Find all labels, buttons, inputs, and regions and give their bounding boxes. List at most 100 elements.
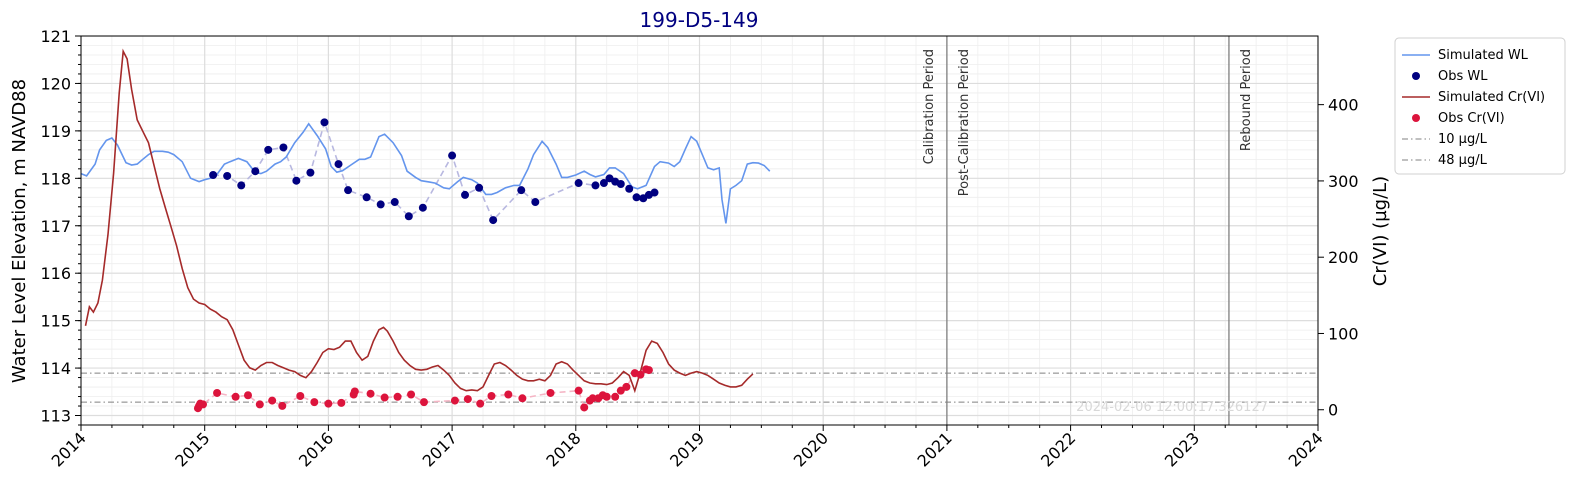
period-label: Calibration Period (922, 49, 937, 164)
obs-crvi-point (616, 386, 625, 395)
legend-label-obs-crvi: Obs Cr(VI) (1438, 111, 1505, 126)
obs-crvi-point (243, 391, 252, 400)
y-left-tick-label: 118 (40, 169, 71, 188)
obs-wl-point (251, 167, 260, 176)
obs-wl-point (404, 212, 413, 221)
y-right-tick-label: 400 (1328, 96, 1359, 115)
obs-wl-point (264, 145, 273, 154)
legend: Simulated WL Obs WL Simulated Cr(VI) Obs… (1394, 37, 1566, 175)
simulated-wl-line (81, 122, 771, 224)
obs-crvi-point (278, 401, 287, 410)
obs-wl-point (376, 200, 385, 209)
x-tick-label: 2024 (1285, 428, 1327, 470)
obs-crvi-point (310, 398, 319, 407)
obs-crvi-point (574, 386, 583, 395)
obs-crvi-point (636, 370, 645, 379)
obs-wl-point (517, 186, 526, 195)
legend-label-obs-wl: Obs WL (1438, 69, 1488, 84)
obs-wl-point (489, 216, 498, 225)
obs-wl-point (574, 179, 583, 188)
y-left-tick-label: 113 (40, 407, 71, 426)
obs-crvi-point (518, 394, 527, 403)
y-right-tick-label: 300 (1328, 172, 1359, 191)
obs-wl-point (320, 118, 329, 127)
timestamp-label: 2024-02-06 12:00:17.326127 (1076, 400, 1268, 415)
x-tick-label: 2020 (790, 428, 832, 470)
obs-crvi-point (337, 398, 346, 407)
obs-crvi-point (324, 399, 333, 408)
obs-crvi-point (476, 399, 485, 408)
y-left-tick-label: 119 (40, 122, 71, 141)
obs-crvi-point (255, 400, 264, 409)
y-right-tick-label: 100 (1328, 324, 1359, 343)
obs-crvi-point (393, 392, 402, 401)
period-label: Post-Calibration Period (957, 49, 972, 196)
x-tick-label: 2022 (1037, 428, 1079, 470)
obs-crvi-point (213, 388, 222, 397)
obs-crvi-point (644, 366, 653, 375)
legend-label-threshold-10: 10 µg/L (1438, 132, 1488, 147)
obs-crvi-point (350, 387, 359, 396)
obs-wl-point (223, 171, 232, 180)
chart-title: 199-D5-149 (640, 8, 759, 32)
y-left-tick-label: 121 (40, 27, 71, 46)
y-left-tick-label: 116 (40, 264, 71, 283)
x-tick-label: 2016 (295, 428, 337, 470)
x-tick-label: 2021 (914, 428, 956, 470)
obs-crvi-point (296, 392, 305, 401)
obs-crvi-point (366, 389, 375, 398)
obs-crvi-point (268, 396, 277, 405)
obs-wl-point (650, 188, 659, 197)
x-tick-label: 2014 (48, 428, 90, 470)
legend-swatch-obs-wl (1412, 72, 1420, 80)
obs-wl-point (209, 170, 218, 179)
obs-wl-point (461, 190, 470, 199)
obs-wl-point (362, 193, 371, 202)
y-left-tick-label: 114 (40, 359, 71, 378)
obs-crvi-point (199, 400, 208, 409)
obs-crvi-point (622, 382, 631, 391)
obs-wl-point (616, 180, 625, 189)
obs-wl-connector-line (213, 119, 596, 222)
obs-wl-point (475, 183, 484, 192)
obs-crvi-point (611, 392, 620, 401)
obs-wl-point (591, 181, 600, 190)
x-tick-label: 2023 (1161, 428, 1203, 470)
obs-crvi-point (450, 396, 459, 405)
obs-wl-point (334, 160, 343, 169)
obs-crvi-point (231, 392, 240, 401)
obs-wl-point (448, 151, 457, 160)
obs-crvi-connector-line (197, 368, 650, 410)
obs-crvi-point (487, 392, 496, 401)
obs-wl-point (279, 143, 288, 152)
y-left-tick-label: 120 (40, 74, 71, 93)
obs-wl-point (292, 176, 301, 185)
y-left-tick-label: 115 (40, 312, 71, 331)
legend-frame (1394, 37, 1566, 175)
obs-wl-point (344, 186, 353, 195)
legend-label-simulated-crvi: Simulated Cr(VI) (1438, 90, 1545, 105)
obs-crvi-point (580, 403, 589, 412)
obs-wl-point (418, 203, 427, 212)
obs-wl-point (237, 181, 246, 190)
x-tick-label: 2019 (666, 428, 708, 470)
obs-crvi-point (419, 398, 428, 407)
legend-label-simulated-wl: Simulated WL (1438, 48, 1529, 63)
obs-wl-point (390, 198, 399, 207)
obs-crvi-point (588, 394, 597, 403)
x-tick-label: 2018 (542, 428, 584, 470)
y-left-tick-label: 117 (40, 217, 71, 236)
obs-wl-point (531, 198, 540, 207)
obs-wl-point (625, 184, 634, 193)
x-tick-label: 2015 (171, 428, 213, 470)
obs-crvi-point (463, 395, 472, 404)
obs-crvi-point (380, 393, 389, 402)
obs-crvi-point (546, 388, 555, 397)
y-right-tick-label: 200 (1328, 248, 1359, 267)
obs-crvi-point (407, 390, 416, 399)
legend-swatch-obs-crvi (1412, 114, 1420, 122)
y-axis-right-label: Cr(VI) (µg/L) (1370, 176, 1391, 286)
obs-crvi-point (602, 392, 611, 401)
x-tick-label: 2017 (419, 428, 461, 470)
